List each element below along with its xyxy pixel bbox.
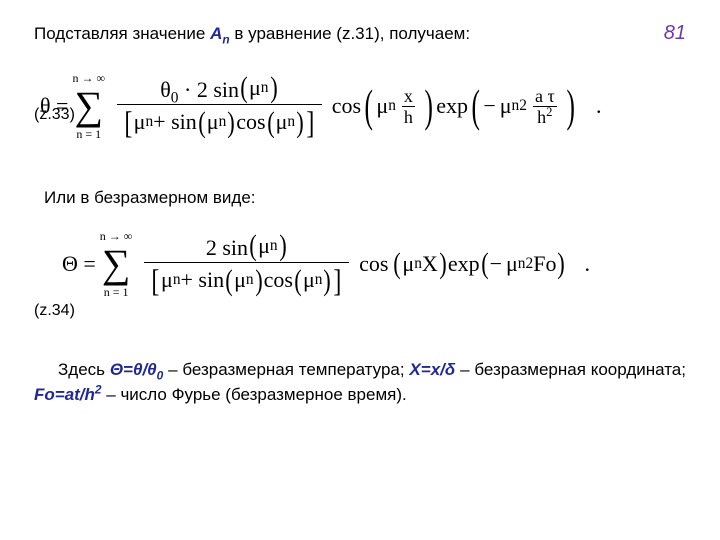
exp: exp <box>448 253 480 275</box>
cos: cos <box>236 111 265 133</box>
eq33-num-mid: · 2 sin <box>179 77 240 102</box>
theta-def: Θ=θ/θ <box>110 360 157 379</box>
x-over-h: x h <box>402 86 415 127</box>
frac-top: a τ <box>533 86 557 106</box>
x-def: X=x/δ <box>409 360 455 379</box>
eq33-num-theta: θ <box>160 77 171 102</box>
def-t1: Здесь <box>58 360 110 379</box>
eq34-body: Θ = n → ∞ ∑ n = 1 2 sin(μn) [ μn + sin(μ… <box>34 230 686 298</box>
eq-terminator: . <box>596 95 602 117</box>
mu: μ <box>258 235 270 257</box>
Fo: Fo <box>533 253 556 275</box>
eq34-num: 2 sin <box>206 235 248 260</box>
sum-lower: n = 1 <box>76 128 101 140</box>
mu: μ <box>303 269 315 291</box>
sup2: 2 <box>546 105 552 119</box>
minus-icon: − <box>483 95 495 117</box>
paren-icon: ( μn X ) <box>392 251 447 277</box>
intro-prefix: Подставляя значение <box>34 24 210 43</box>
definitions-paragraph: Здесь Θ=θ/θ0 – безразмерная температура;… <box>34 358 686 407</box>
eq33-main-fraction: θ0 · 2 sin(μn) [ μn + sin(μn)cos(μn) ] <box>117 72 322 140</box>
paren-icon: ( − μn2 a τ h2 ) <box>468 86 578 127</box>
frac-top: x <box>402 86 415 106</box>
def-t3: – безразмерная координата; <box>455 360 686 379</box>
equation-z34: (z.34) Θ = n → ∞ ∑ n = 1 2 sin(μn) [ μn … <box>34 230 686 316</box>
sum-icon: n → ∞ ∑ n = 1 <box>72 72 105 140</box>
exp: exp <box>436 95 468 117</box>
sigma-icon: ∑ <box>74 86 103 126</box>
eq-label-z34: (z.34) <box>34 302 75 320</box>
mu: μ <box>249 77 261 99</box>
sum-icon: n → ∞ ∑ n = 1 <box>100 230 133 298</box>
intro-suffix: в уравнение (z.31), получаем: <box>234 24 470 43</box>
sum-lower: n = 1 <box>104 286 129 298</box>
mu: μ <box>402 253 414 275</box>
cos: cos <box>359 253 388 275</box>
def-t2: – безразмерная температура; <box>163 360 409 379</box>
def-t4: – число Фурье (безразмерное время). <box>102 385 407 404</box>
frac-bot: h <box>537 107 546 127</box>
sigma-icon: ∑ <box>102 244 131 284</box>
symbol-A: A <box>210 24 222 43</box>
cos: cos <box>264 269 293 291</box>
intro-paragraph: Подставляя значение An в уравнение (z.31… <box>34 24 686 44</box>
page-number: 81 <box>664 22 686 45</box>
eq34-lhs: Θ = <box>62 253 96 275</box>
mid-text: Или в безразмерном виде: <box>44 188 686 208</box>
equation-z33: (z.33) θ = n → ∞ ∑ n = 1 θ0 · 2 sin(μn) … <box>34 72 686 158</box>
bracket-icon: [ μn + sin(μn)cos(μn) ] <box>150 266 343 295</box>
eq-label-z33: (z.33) <box>34 106 75 124</box>
den-mid: + sin <box>153 111 197 133</box>
bracket-icon: [ μn + sin(μn)cos(μn) ] <box>123 108 316 137</box>
mu: μ <box>161 269 173 291</box>
fo-def-sup: 2 <box>95 382 102 396</box>
mu: μ <box>276 111 288 133</box>
mu: μ <box>376 95 388 117</box>
mu: μ <box>207 111 219 133</box>
symbol-A-sub: n <box>222 32 229 46</box>
cos: cos <box>332 95 361 117</box>
minus-icon: − <box>490 253 502 275</box>
mu: μ <box>234 269 246 291</box>
paren-icon: ( − μn2 Fo ) <box>480 251 567 277</box>
den-mid: + sin <box>181 269 225 291</box>
mu: μ <box>506 253 518 275</box>
eq33-body: θ = n → ∞ ∑ n = 1 θ0 · 2 sin(μn) [ μn + … <box>34 72 686 140</box>
paren-icon: ( μn x h ) <box>361 86 436 127</box>
big-X: X <box>422 253 438 275</box>
page: 81 Подставляя значение An в уравнение (z… <box>0 0 720 540</box>
eq34-main-fraction: 2 sin(μn) [ μn + sin(μn)cos(μn) ] <box>144 230 349 298</box>
fo-def: Fo=at/h <box>34 385 95 404</box>
atau-over-h2: a τ h2 <box>533 86 557 127</box>
frac-bot: h <box>402 107 415 127</box>
mu: μ <box>134 111 146 133</box>
mu: μ <box>500 95 512 117</box>
eq-terminator: . <box>584 253 590 275</box>
